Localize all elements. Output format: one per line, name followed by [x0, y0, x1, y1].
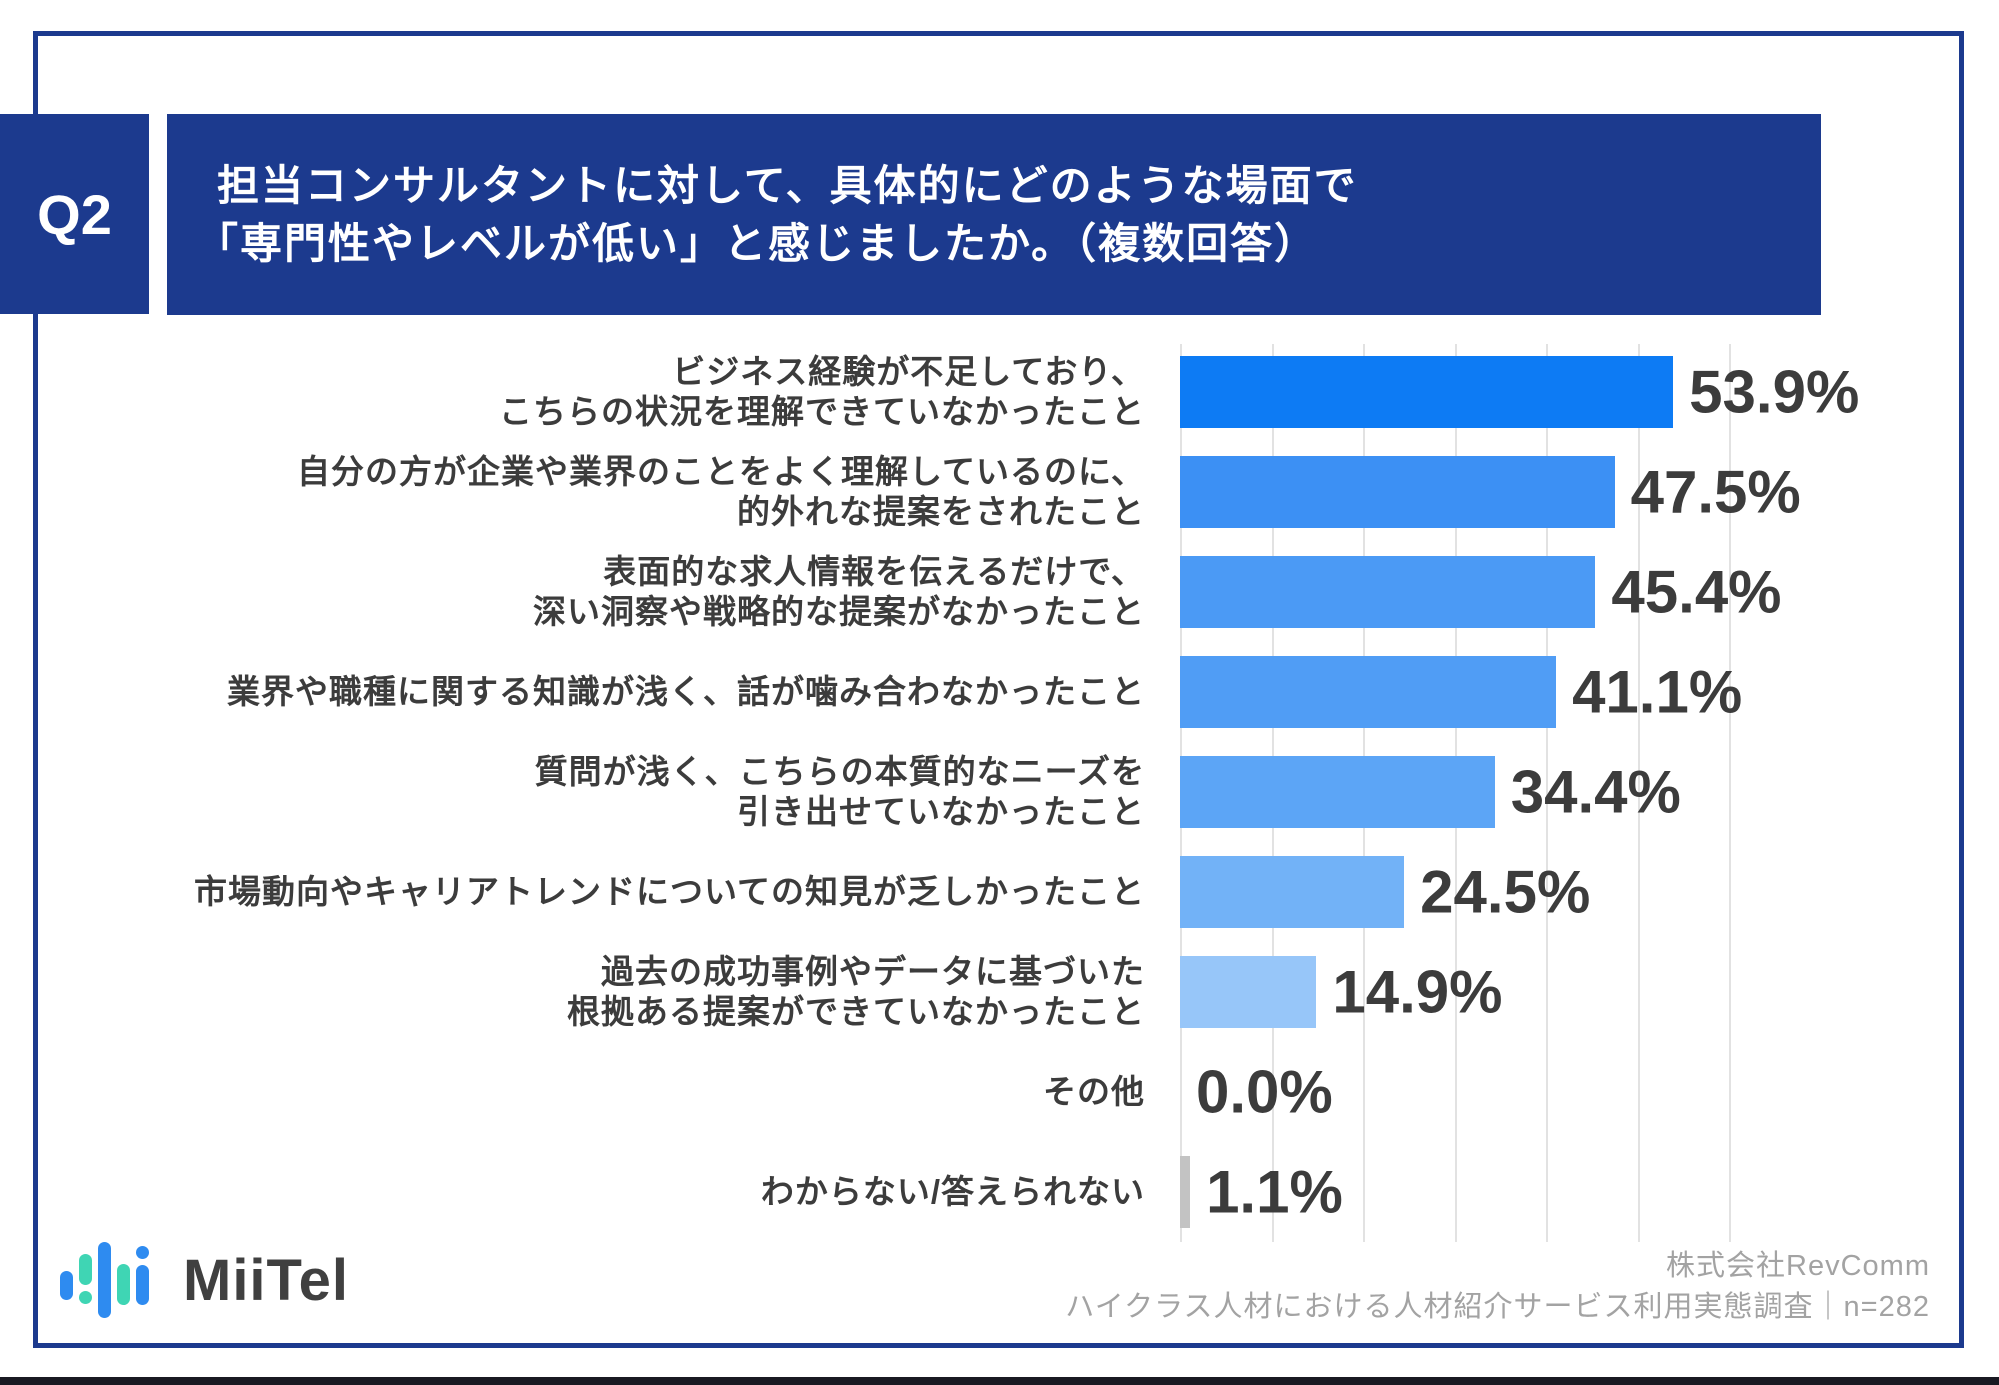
bar-label: 市場動向やキャリアトレンドについての知見が乏しかったこと — [40, 842, 1145, 942]
bar-value-label: 41.1% — [1572, 658, 1743, 726]
chart-title-line1: 担当コンサルタントに対して、具体的にどのような場面で — [217, 161, 1358, 209]
bar — [1180, 756, 1495, 828]
bar-row: 質問が浅く、こちらの本質的なニーズを 引き出せていなかったこと 34.4% — [0, 742, 1999, 842]
equalizer-bar — [136, 1265, 149, 1305]
bar-value-label: 47.5% — [1630, 458, 1801, 526]
miitel-equalizer-icon — [60, 1238, 155, 1322]
bar-row: 業界や職種に関する知識が浅く、話が噛み合わなかったこと 41.1% — [0, 642, 1999, 742]
bar-label-line: ビジネス経験が不足しており、 — [672, 353, 1145, 390]
bar — [1180, 1156, 1191, 1228]
source-survey: ハイクラス人材における人材紹介サービス利用実態調査｜n=282 — [1065, 1291, 1930, 1323]
bar — [1180, 356, 1674, 428]
equalizer-bar — [117, 1264, 130, 1305]
bar-label: 表面的な求人情報を伝えるだけで、 深い洞察や戦略的な提案がなかったこと — [40, 542, 1145, 642]
equalizer-bar — [60, 1271, 73, 1300]
bar — [1180, 556, 1596, 628]
bar-value-label: 45.4% — [1611, 558, 1782, 626]
bar-label: わからない/答えられない — [40, 1142, 1145, 1242]
bar-label-line: 自分の方が企業や業界のことをよく理解しているのに、 — [296, 453, 1145, 490]
equalizer-bar — [98, 1242, 111, 1318]
gridline — [1546, 344, 1548, 1242]
gridline — [1729, 344, 1731, 1242]
bar-label: 業界や職種に関する知識が浅く、話が噛み合わなかったこと — [40, 642, 1145, 742]
chart-title-banner: 担当コンサルタントに対して、具体的にどのような場面で 「専門性やレベルが低い」と… — [167, 114, 1821, 315]
bar-label: ビジネス経験が不足しており、 こちらの状況を理解できていなかったこと — [40, 342, 1145, 442]
source-attribution: 株式会社RevComm ハイクラス人材における人材紹介サービス利用実態調査｜n=… — [1065, 1246, 1930, 1328]
bar-row: ビジネス経験が不足しており、 こちらの状況を理解できていなかったこと 53.9% — [0, 342, 1999, 442]
bar — [1180, 856, 1405, 928]
bar-row: 市場動向やキャリアトレンドについての知見が乏しかったこと 24.5% — [0, 842, 1999, 942]
question-number: Q2 — [37, 182, 112, 246]
bar-value-label: 1.1% — [1206, 1158, 1343, 1226]
bar-label-line: 業界や職種に関する知識が浅く、話が噛み合わなかったこと — [227, 673, 1145, 710]
gridline — [1637, 344, 1640, 1242]
bar-label-line: 引き出せていなかったこと — [737, 793, 1145, 830]
bar — [1180, 656, 1557, 728]
equalizer-bar — [79, 1254, 92, 1285]
bar-chart: ビジネス経験が不足しており、 こちらの状況を理解できていなかったこと 53.9% 自分… — [0, 342, 1999, 1242]
bar-value-label: 53.9% — [1689, 358, 1860, 426]
equalizer-dot — [79, 1291, 92, 1304]
bar-label-line: 表面的な求人情報を伝えるだけで、 — [603, 553, 1145, 590]
bar-label-line: 的外れな提案をされたこと — [737, 493, 1145, 530]
miitel-logo: MiiTel — [60, 1237, 349, 1323]
bar-value-label: 24.5% — [1420, 858, 1591, 926]
bar-row: わからない/答えられない 1.1% — [0, 1142, 1999, 1242]
bar-row: 表面的な求人情報を伝えるだけで、 深い洞察や戦略的な提案がなかったこと 45.4% — [0, 542, 1999, 642]
bar — [1180, 956, 1317, 1028]
bar-value-label: 14.9% — [1332, 958, 1503, 1026]
question-number-badge: Q2 — [0, 114, 149, 314]
bar-label: 自分の方が企業や業界のことをよく理解しているのに、 的外れな提案をされたこと — [40, 442, 1145, 542]
bar-value-label: 34.4% — [1510, 758, 1681, 826]
chart-title-line2: 「専門性やレベルが低い」と感じましたか。（複数回答） — [196, 219, 1319, 267]
bar-label: その他 — [40, 1042, 1145, 1142]
bar-label-line: 根拠ある提案ができていなかったこと — [567, 993, 1145, 1030]
bar-label-line: 過去の成功事例やデータに基づいた — [601, 953, 1145, 990]
bar-label-line: 深い洞察や戦略的な提案がなかったこと — [533, 593, 1145, 630]
bar-label-line: その他 — [1043, 1073, 1145, 1110]
bar-value-label: 0.0% — [1196, 1058, 1333, 1126]
source-company: 株式会社RevComm — [1666, 1250, 1930, 1282]
bar-label: 質問が浅く、こちらの本質的なニーズを 引き出せていなかったこと — [40, 742, 1145, 842]
bar-label-line: 質問が浅く、こちらの本質的なニーズを — [534, 753, 1145, 790]
bar-row: 自分の方が企業や業界のことをよく理解しているのに、 的外れな提案をされたこと 47.… — [0, 442, 1999, 542]
bar-row: その他 0.0% — [0, 1042, 1999, 1142]
bar-label-line: こちらの状況を理解できていなかったこと — [499, 393, 1145, 430]
miitel-wordmark: MiiTel — [183, 1247, 350, 1313]
bar-row: 過去の成功事例やデータに基づいた 根拠ある提案ができていなかったこと 14.9% — [0, 942, 1999, 1042]
bar — [1180, 456, 1615, 528]
equalizer-dot — [136, 1246, 149, 1259]
bar-label-line: 市場動向やキャリアトレンドについての知見が乏しかったこと — [193, 873, 1145, 910]
bottom-accent-strip — [0, 1377, 1999, 1385]
bar-label-line: わからない/答えられない — [760, 1173, 1145, 1210]
bar-label: 過去の成功事例やデータに基づいた 根拠ある提案ができていなかったこと — [40, 942, 1145, 1042]
